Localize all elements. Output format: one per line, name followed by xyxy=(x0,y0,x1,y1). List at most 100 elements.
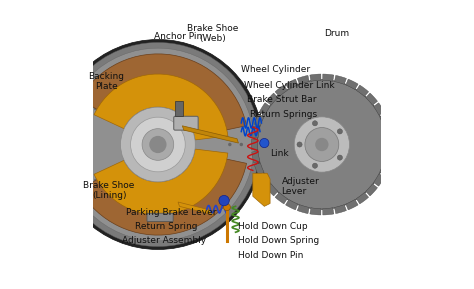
Circle shape xyxy=(192,81,196,84)
Circle shape xyxy=(312,121,318,126)
Circle shape xyxy=(120,107,195,182)
Circle shape xyxy=(94,107,97,110)
Circle shape xyxy=(142,225,145,228)
Wedge shape xyxy=(252,151,260,163)
Wedge shape xyxy=(356,85,369,97)
Wedge shape xyxy=(323,74,334,81)
Wedge shape xyxy=(380,114,389,126)
Wedge shape xyxy=(285,199,298,210)
Wedge shape xyxy=(275,192,287,204)
Circle shape xyxy=(171,61,174,64)
Circle shape xyxy=(198,215,201,218)
Wedge shape xyxy=(297,75,309,84)
Wedge shape xyxy=(257,80,387,209)
Polygon shape xyxy=(178,202,214,215)
Text: Adjuster
Lever: Adjuster Lever xyxy=(282,177,319,196)
Circle shape xyxy=(294,117,349,172)
Text: Link: Link xyxy=(270,149,289,158)
Text: Hold Down Cup: Hold Down Cup xyxy=(238,222,308,231)
FancyBboxPatch shape xyxy=(147,213,173,222)
Circle shape xyxy=(94,179,97,182)
Circle shape xyxy=(315,138,328,151)
Wedge shape xyxy=(380,163,389,175)
Wedge shape xyxy=(335,75,346,84)
Text: Brake Shoe
(Web): Brake Shoe (Web) xyxy=(187,24,238,43)
Wedge shape xyxy=(384,151,392,163)
Circle shape xyxy=(198,71,201,74)
Wedge shape xyxy=(80,159,246,235)
Wedge shape xyxy=(384,126,392,138)
Circle shape xyxy=(220,89,224,92)
Circle shape xyxy=(260,138,269,148)
Wedge shape xyxy=(266,184,278,196)
Circle shape xyxy=(312,163,318,168)
Wedge shape xyxy=(297,205,309,214)
Circle shape xyxy=(156,215,160,218)
Text: Anchor Pin: Anchor Pin xyxy=(154,32,202,41)
Circle shape xyxy=(156,71,160,74)
Wedge shape xyxy=(255,163,264,175)
Circle shape xyxy=(142,129,174,160)
Text: Wheel Cylinder Link: Wheel Cylinder Link xyxy=(244,81,335,90)
Circle shape xyxy=(120,205,124,208)
Circle shape xyxy=(297,142,302,147)
Text: Wheel Cylinder: Wheel Cylinder xyxy=(241,65,310,74)
Wedge shape xyxy=(259,174,270,186)
Circle shape xyxy=(149,136,166,153)
Text: Backing
Plate: Backing Plate xyxy=(88,71,124,91)
Wedge shape xyxy=(374,103,384,115)
Circle shape xyxy=(219,179,222,182)
Wedge shape xyxy=(80,54,246,130)
Wedge shape xyxy=(275,85,287,97)
Text: Brake Shoe
(Lining): Brake Shoe (Lining) xyxy=(83,181,135,200)
Text: Return Spring: Return Spring xyxy=(135,222,198,231)
Circle shape xyxy=(239,143,243,146)
Wedge shape xyxy=(94,149,228,215)
Text: Parking Brake Lever: Parking Brake Lever xyxy=(126,208,216,216)
Circle shape xyxy=(84,143,88,146)
Circle shape xyxy=(78,171,81,175)
Text: Hold Down Pin: Hold Down Pin xyxy=(238,251,304,260)
Wedge shape xyxy=(251,139,258,150)
FancyBboxPatch shape xyxy=(174,116,198,130)
Circle shape xyxy=(223,204,230,211)
Polygon shape xyxy=(253,173,270,206)
Circle shape xyxy=(171,225,174,228)
Text: Brake Strut Bar: Brake Strut Bar xyxy=(247,95,317,104)
Wedge shape xyxy=(346,199,358,210)
Wedge shape xyxy=(285,79,298,90)
Polygon shape xyxy=(182,126,238,143)
Circle shape xyxy=(62,48,254,241)
Circle shape xyxy=(92,197,96,200)
Circle shape xyxy=(78,114,81,118)
Wedge shape xyxy=(374,174,384,186)
Wedge shape xyxy=(323,208,334,215)
Circle shape xyxy=(73,143,76,146)
Wedge shape xyxy=(310,208,321,215)
Circle shape xyxy=(56,42,260,247)
Circle shape xyxy=(115,215,118,218)
Wedge shape xyxy=(310,74,321,81)
Circle shape xyxy=(228,143,231,146)
Circle shape xyxy=(235,114,238,118)
Text: Adjuster Assembly: Adjuster Assembly xyxy=(122,236,206,245)
Wedge shape xyxy=(366,184,377,196)
Circle shape xyxy=(305,127,339,162)
Wedge shape xyxy=(346,79,358,90)
Circle shape xyxy=(130,117,185,172)
Circle shape xyxy=(235,171,238,175)
Bar xyxy=(174,101,182,116)
Wedge shape xyxy=(266,93,278,105)
Wedge shape xyxy=(335,205,346,214)
Circle shape xyxy=(115,71,118,74)
Wedge shape xyxy=(252,126,260,138)
Circle shape xyxy=(120,81,124,84)
Circle shape xyxy=(192,205,196,208)
Text: Return Springs: Return Springs xyxy=(250,110,317,119)
Wedge shape xyxy=(255,114,264,126)
Circle shape xyxy=(337,129,343,134)
Wedge shape xyxy=(94,74,228,140)
Wedge shape xyxy=(386,139,392,150)
Wedge shape xyxy=(356,192,369,204)
Wedge shape xyxy=(259,103,270,115)
